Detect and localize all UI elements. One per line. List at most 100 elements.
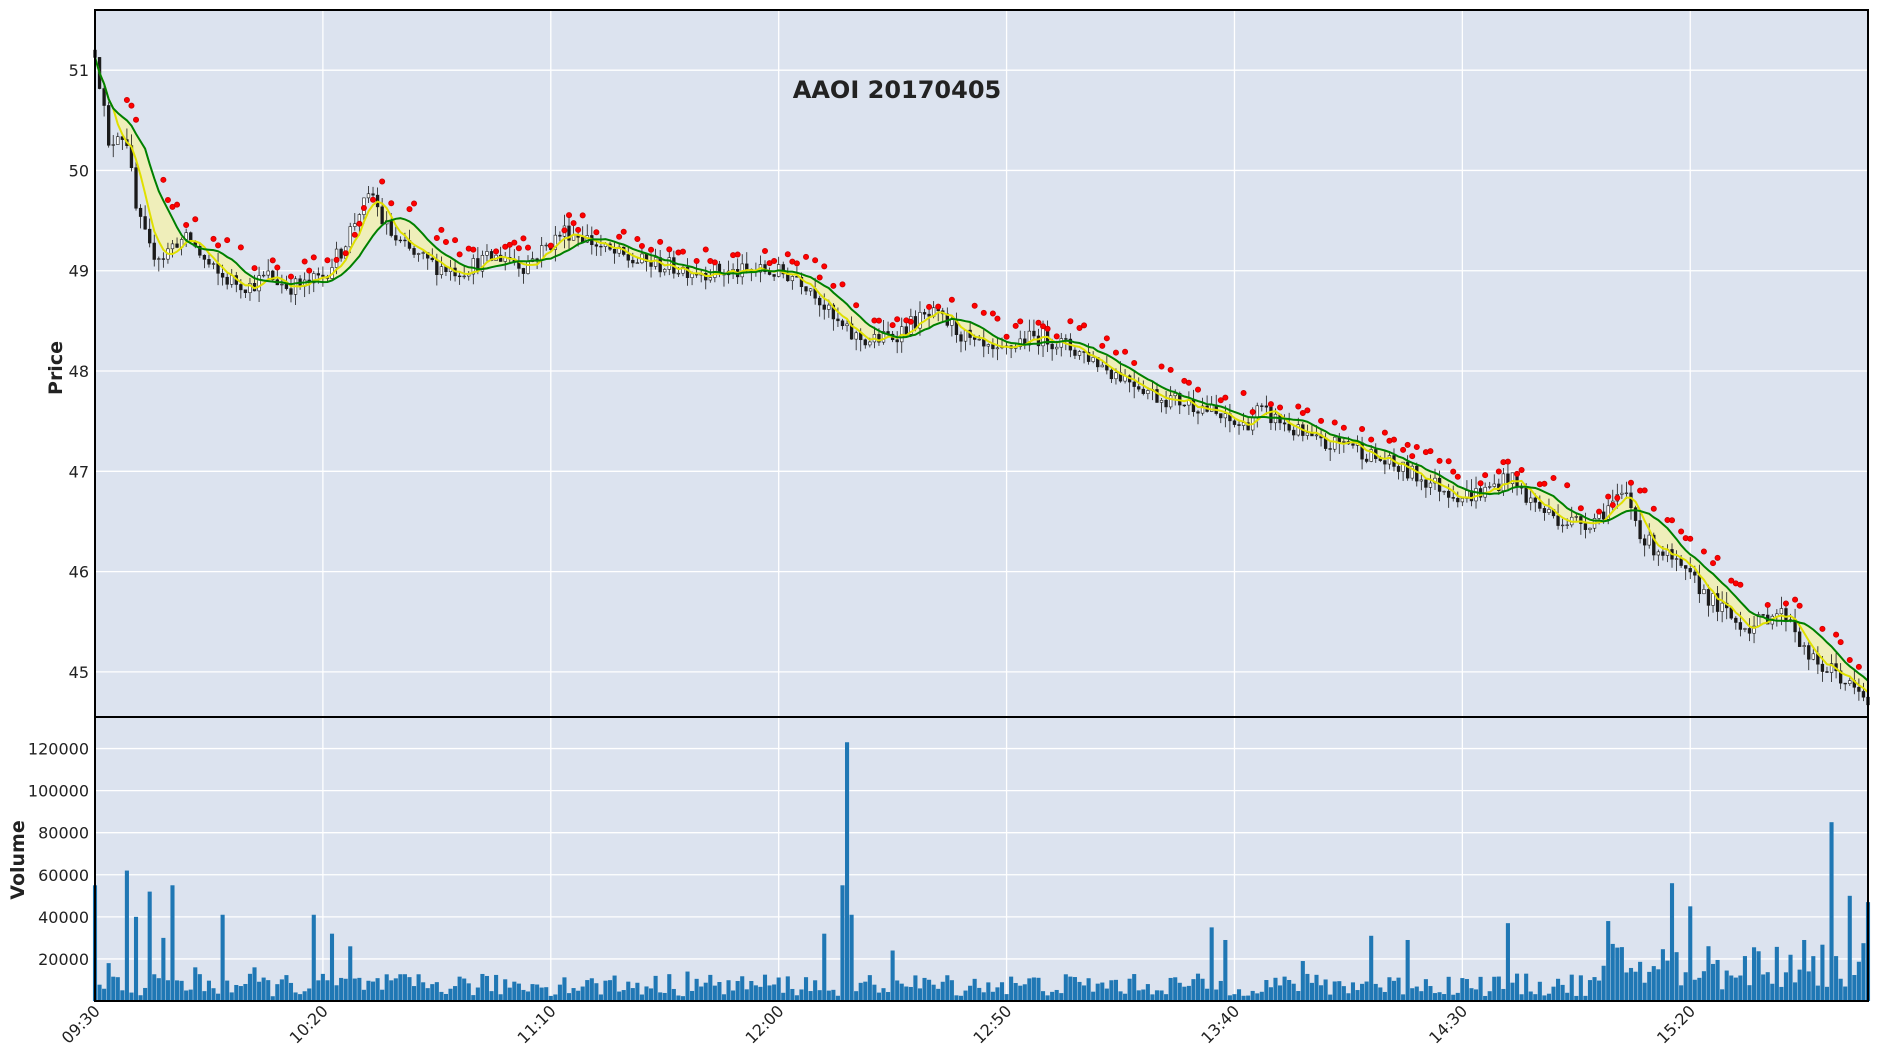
signal-marker: [1158, 363, 1165, 370]
signal-marker: [1728, 577, 1735, 584]
signal-marker: [1796, 602, 1803, 609]
signal-marker: [515, 245, 522, 252]
signal-marker: [324, 257, 331, 264]
volume-bar: [339, 977, 344, 1001]
volume-bar: [1200, 978, 1205, 1001]
candle-body: [257, 275, 261, 292]
signal-marker: [1217, 397, 1224, 404]
candle-body: [371, 193, 375, 196]
candle-body: [1761, 614, 1765, 616]
volume-bar: [817, 990, 822, 1001]
volume-bar: [462, 978, 467, 1001]
signal-marker: [926, 303, 933, 310]
signal-marker: [1650, 505, 1657, 512]
volume-bar: [1241, 995, 1246, 1001]
volume-bar: [516, 983, 521, 1001]
candle-body: [631, 259, 635, 264]
volume-bar: [630, 988, 635, 1001]
volume-bar: [170, 885, 175, 1001]
candle-body: [918, 312, 922, 329]
candle-body: [1579, 516, 1583, 524]
volume-bar: [1692, 979, 1697, 1001]
candle-body: [1200, 405, 1205, 414]
volume-bar: [1068, 976, 1073, 1001]
candle-body: [881, 331, 886, 343]
volume-bar: [589, 978, 594, 1001]
volume-bar: [831, 989, 836, 1001]
candle-body: [412, 248, 416, 255]
candle-body: [248, 283, 252, 294]
signal-marker: [816, 274, 823, 281]
volume-bar: [1847, 895, 1852, 1001]
volume-bar: [211, 988, 216, 1001]
volume-bar: [270, 996, 275, 1001]
volume-bar: [1546, 993, 1551, 1001]
candle-body: [416, 253, 421, 255]
volume-bar: [1255, 993, 1260, 1001]
candle-body: [1738, 622, 1743, 630]
signal-marker: [1400, 446, 1407, 453]
volume-bar: [607, 980, 613, 1001]
signal-marker: [1450, 468, 1457, 475]
candle-body: [348, 226, 352, 248]
volume-bar: [1323, 979, 1328, 1001]
candle-body: [1843, 682, 1847, 685]
volume-bar: [822, 933, 827, 1001]
candle-body: [745, 263, 749, 270]
volume-bar: [1355, 990, 1360, 1001]
candle-body: [927, 313, 931, 317]
volume-bar: [489, 991, 494, 1001]
candle-body: [1743, 628, 1747, 630]
candle-body: [1474, 488, 1478, 502]
candle-body: [462, 275, 466, 278]
signal-marker: [1454, 473, 1461, 480]
volume-bar: [1346, 993, 1351, 1001]
candle-body: [1428, 482, 1433, 488]
x-tick-label: 09:30: [58, 1001, 104, 1047]
volume-bar: [1774, 946, 1779, 1001]
volume-bar: [1592, 977, 1597, 1001]
volume-bar: [1214, 989, 1219, 1001]
volume-bar: [1077, 981, 1082, 1001]
volume-bar: [421, 982, 426, 1001]
volume-bar: [927, 979, 932, 1001]
volume-axis-title: Volume: [7, 820, 29, 899]
volume-bar: [1373, 983, 1378, 1001]
volume-bar: [1524, 973, 1529, 1001]
signal-marker: [1318, 417, 1325, 424]
volume-bar: [1802, 939, 1807, 1001]
signal-marker: [575, 226, 582, 233]
candle-body: [261, 274, 266, 277]
candle-body: [1547, 509, 1551, 513]
volume-bar: [1473, 989, 1479, 1001]
volume-bar: [1624, 972, 1629, 1001]
volume-bar: [366, 980, 371, 1001]
candle-body: [913, 316, 918, 329]
candle-body: [1305, 432, 1310, 436]
candle-body: [1064, 338, 1068, 340]
volume-bar: [580, 986, 585, 1001]
candle-body: [827, 304, 831, 310]
volume-bar: [649, 988, 654, 1001]
candle-body: [845, 323, 849, 327]
volume-bar: [895, 980, 900, 1001]
signal-marker: [1331, 419, 1338, 426]
candle-body: [1488, 486, 1492, 488]
volume-bar: [1729, 975, 1734, 1001]
volume-bar: [1669, 883, 1675, 1001]
signal-marker: [711, 259, 718, 266]
candle-body: [1857, 686, 1861, 692]
candle-body: [836, 318, 840, 322]
volume-bar: [676, 995, 681, 1001]
signal-marker: [183, 222, 190, 229]
volume-bar: [566, 993, 572, 1001]
volume-bar: [129, 992, 134, 1001]
volume-bar: [115, 977, 120, 1001]
volume-bar: [1761, 974, 1766, 1001]
signal-marker: [123, 96, 130, 103]
volume-bar: [457, 976, 462, 1001]
signal-marker: [342, 250, 349, 257]
signal-marker: [1518, 467, 1525, 474]
volume-bar: [206, 980, 211, 1001]
